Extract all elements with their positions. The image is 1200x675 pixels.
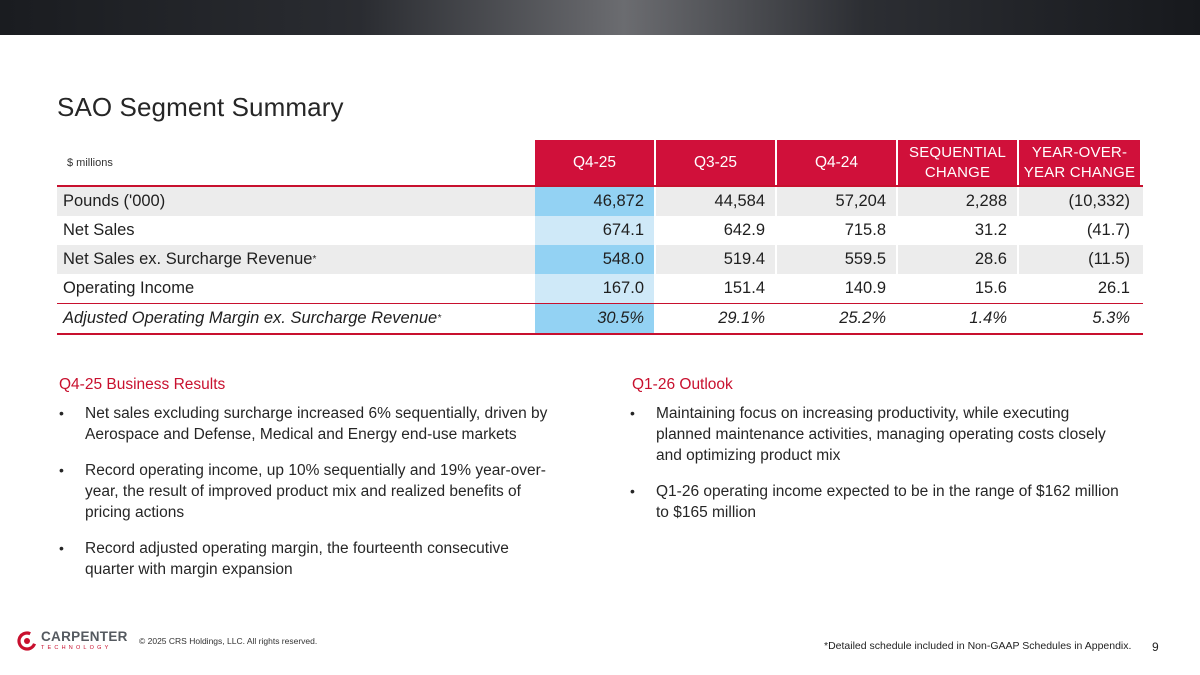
- row-label: Adjusted Operating Margin ex. Surcharge …: [63, 309, 442, 327]
- row-label: Pounds ('000): [63, 192, 166, 210]
- cell: 2,288: [898, 187, 1019, 216]
- page-title: SAO Segment Summary: [57, 92, 344, 122]
- top-banner: [0, 0, 1200, 35]
- summary-table: $ millions Q4-25 Q3-25 Q4-24 SEQUENTIAL …: [57, 140, 1143, 335]
- cell: 151.4: [656, 274, 777, 303]
- cell: 559.5: [777, 245, 898, 274]
- cell: 29.1%: [656, 304, 777, 333]
- cell: 715.8: [777, 216, 898, 245]
- carpenter-logo-icon: [17, 631, 37, 651]
- outlook-heading: Q1-26 Outlook: [632, 376, 733, 393]
- business-results-heading: Q4-25 Business Results: [59, 376, 226, 393]
- cell: 1.4%: [898, 304, 1019, 333]
- unit-label: $ millions: [67, 156, 113, 169]
- col-header-q4-24: Q4-24: [777, 140, 898, 185]
- row-label: Net Sales ex. Surcharge Revenue *: [63, 250, 317, 268]
- cell: (10,332): [1068, 192, 1130, 210]
- cell: 5.3%: [1092, 309, 1130, 327]
- cell: 167.0: [535, 274, 656, 303]
- cell: 140.9: [777, 274, 898, 303]
- cell: 30.5%: [535, 304, 656, 333]
- table-row: Adjusted Operating Margin ex. Surcharge …: [57, 303, 1143, 335]
- cell: 15.6: [898, 274, 1019, 303]
- cell: 674.1: [535, 216, 656, 245]
- cell: (11.5): [1088, 250, 1130, 268]
- col-header-q3-25: Q3-25: [656, 140, 777, 185]
- cell: 519.4: [656, 245, 777, 274]
- footnote: *Detailed schedule included in Non-GAAP …: [824, 640, 1132, 652]
- cell: 642.9: [656, 216, 777, 245]
- list-item: • Record operating income, up 10% sequent…: [59, 462, 546, 521]
- cell: 26.1: [1097, 279, 1130, 297]
- row-label: Net Sales: [63, 221, 135, 239]
- table-row: Net Sales 674.1 642.9 715.8 31.2 (41.7): [57, 216, 1143, 245]
- col-header-yoy-change: YEAR-OVER- YEAR CHANGE: [1019, 140, 1140, 185]
- col-header-sequential-change: SEQUENTIAL CHANGE: [898, 140, 1019, 185]
- cell: 548.0: [535, 245, 656, 274]
- cell: (41.7): [1086, 221, 1130, 239]
- table-row: Operating Income 167.0 151.4 140.9 15.6 …: [57, 274, 1143, 303]
- table-header: $ millions Q4-25 Q3-25 Q4-24 SEQUENTIAL …: [57, 140, 1143, 187]
- cell: 28.6: [898, 245, 1019, 274]
- list-item: • Maintaining focus on increasing product…: [630, 405, 1106, 464]
- logo-name: CARPENTER: [41, 629, 128, 644]
- business-results-list: • Net sales excluding surcharge increased…: [57, 403, 557, 595]
- bullet-icon: •: [59, 540, 64, 556]
- copyright: © 2025 CRS Holdings, LLC. All rights res…: [139, 636, 318, 646]
- list-item: • Record adjusted operating margin, the f…: [59, 540, 509, 578]
- list-item: • Net sales excluding surcharge increased…: [59, 405, 548, 443]
- row-label: Operating Income: [63, 279, 195, 297]
- table-row: Pounds ('000) 46,872 44,584 57,204 2,288…: [57, 187, 1143, 216]
- table-row: Net Sales ex. Surcharge Revenue * 548.0 5…: [57, 245, 1143, 274]
- col-header-q4-25: Q4-25: [535, 140, 656, 185]
- bullet-icon: •: [630, 405, 635, 421]
- list-item: • Q1-26 operating income expected to be i…: [630, 483, 1119, 521]
- logo-subtitle: TECHNOLOGY: [41, 645, 112, 651]
- outlook-list: • Maintaining focus on increasing product…: [628, 403, 1128, 538]
- cell: 44,584: [656, 187, 777, 216]
- cell: 25.2%: [777, 304, 898, 333]
- page-number: 9: [1152, 640, 1159, 654]
- cell: 57,204: [777, 187, 898, 216]
- bullet-icon: •: [59, 405, 64, 421]
- bullet-icon: •: [630, 483, 635, 499]
- bullet-icon: •: [59, 462, 64, 478]
- cell: 46,872: [535, 187, 656, 216]
- company-logo: CARPENTER TECHNOLOGY: [17, 630, 128, 652]
- cell: 31.2: [898, 216, 1019, 245]
